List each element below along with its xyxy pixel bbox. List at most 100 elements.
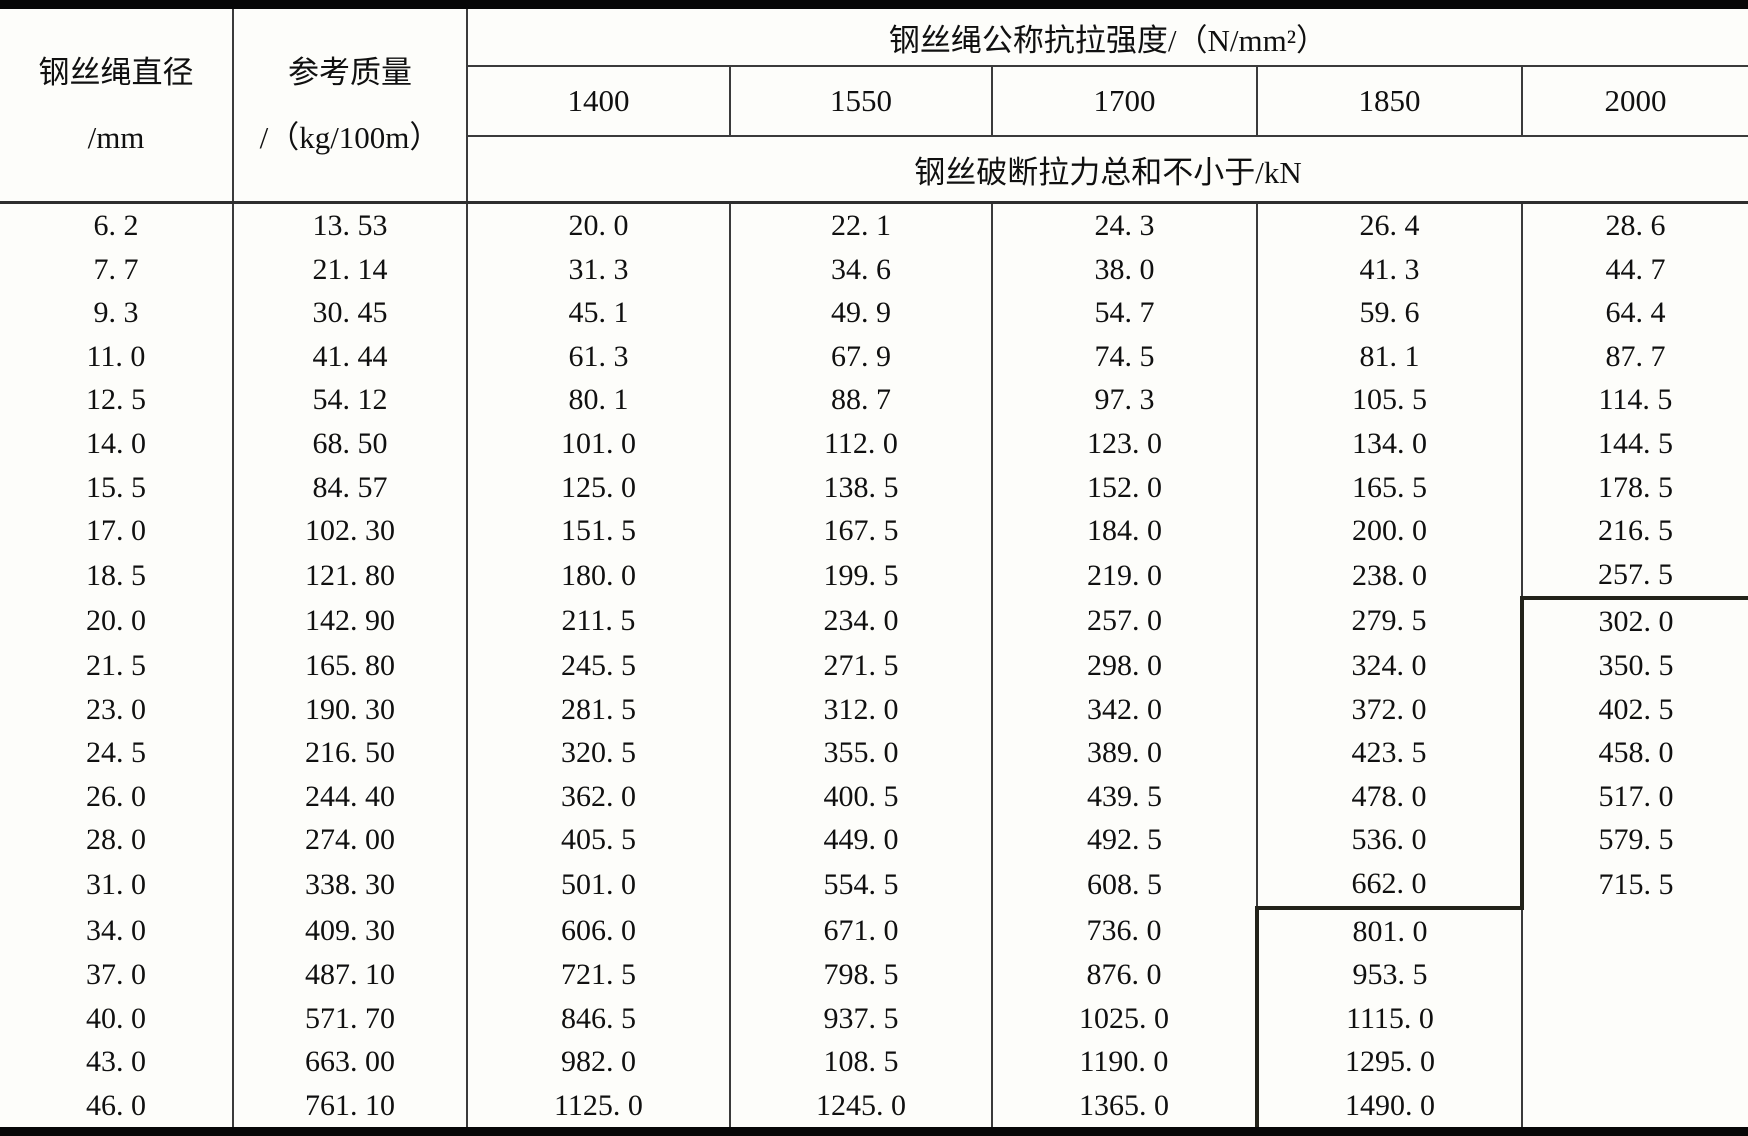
cell: 271. 5: [729, 643, 992, 688]
cell: 74. 5: [991, 334, 1257, 379]
cell: 876. 0: [991, 953, 1257, 997]
cell: 108. 5: [729, 1040, 992, 1084]
cell: 517. 0: [1520, 774, 1748, 819]
cell: 24. 3: [991, 202, 1257, 248]
cell: 298. 0: [991, 643, 1257, 688]
cell: 28. 6: [1521, 202, 1748, 248]
header-diameter-line2: /mm: [87, 120, 145, 155]
cell: 1490. 0: [1255, 1083, 1522, 1128]
cell: 257. 5: [1521, 552, 1748, 599]
cell: 6. 2: [93, 209, 139, 242]
cell: 13. 53: [232, 202, 467, 248]
cell: 180. 0: [466, 552, 730, 599]
cell: 152. 0: [991, 465, 1257, 510]
table-row: 17. 0 102. 30 151. 5 167. 5 184. 0 200. 0 216.…: [0, 509, 1748, 553]
cell: 798. 5: [729, 953, 992, 997]
cell: 1115. 0: [1255, 996, 1522, 1041]
cell: 190. 30: [232, 687, 467, 732]
cell: 238. 0: [1256, 552, 1522, 599]
cell: 536. 0: [1256, 818, 1522, 862]
cell: 41. 3: [1256, 247, 1522, 292]
cell: 953. 5: [1255, 953, 1522, 997]
cell: 46. 0: [86, 1088, 146, 1122]
cell: 134. 0: [1256, 421, 1522, 466]
cell: 721. 5: [466, 953, 730, 997]
cell: 37. 0: [86, 958, 146, 992]
cell: 17. 0: [86, 514, 146, 548]
cell: 59. 6: [1256, 291, 1522, 335]
cell: 38. 0: [991, 247, 1257, 292]
cell: 14. 0: [86, 426, 146, 460]
cell: 487. 10: [232, 953, 467, 997]
table-row: 12. 5 54. 12 80. 1 88. 7 97. 3 105. 5 114. 5: [0, 378, 1748, 422]
header-diameter: 钢丝绳直径 /mm: [0, 9, 234, 204]
cell: 26. 0: [86, 779, 146, 813]
cell: 43. 0: [86, 1045, 146, 1079]
cell: 492. 5: [991, 818, 1257, 862]
cell: 362. 0: [466, 774, 730, 819]
header-mass: 参考质量 /（kg/100m）: [233, 9, 468, 204]
cell: 579. 5: [1520, 818, 1748, 862]
table-row: 34. 0 409. 30 606. 0 671. 0 736. 0 801. 0: [0, 905, 1748, 954]
cell: [1521, 953, 1748, 997]
cell: 20. 0: [466, 202, 730, 248]
cell: 554. 5: [729, 861, 992, 908]
cell: 571. 70: [232, 996, 467, 1041]
wire-rope-strength-table: 钢丝绳直径 /mm 参考质量 /（kg/100m） 钢丝绳公称抗拉强度/（N/m…: [0, 9, 1748, 1128]
cell: [1521, 1040, 1748, 1084]
cell: 45. 1: [466, 291, 730, 335]
table-row: 7. 7 21. 14 31. 3 34. 6 38. 0 41. 3 44. 7: [0, 247, 1748, 292]
cell: 101. 0: [466, 421, 730, 466]
table-row: 18. 5 121. 80 180. 0 199. 5 219. 0 238. 0 257.…: [0, 552, 1748, 599]
cell: 372. 0: [1256, 687, 1522, 732]
cell: 49. 9: [729, 291, 992, 335]
cell: 87. 7: [1521, 334, 1748, 379]
table-row: 15. 5 84. 57 125. 0 138. 5 152. 0 165. 5 178. …: [0, 465, 1748, 510]
header-grade-1700: 1700: [991, 66, 1257, 137]
cell: 257. 0: [991, 598, 1257, 644]
cell: 30. 45: [232, 291, 467, 335]
cell: 402. 5: [1520, 687, 1748, 732]
table-row: 23. 0 190. 30 281. 5 312. 0 342. 0 372. 0 402.…: [0, 687, 1748, 732]
cell: 44. 7: [1521, 247, 1748, 292]
cell: 61. 3: [466, 334, 730, 379]
cell: 12. 5: [86, 383, 146, 417]
cell: 671. 0: [729, 907, 992, 954]
cell: 761. 10: [232, 1083, 467, 1128]
table-row: 21. 5 165. 80 245. 5 271. 5 298. 0 324. 0 350.…: [0, 643, 1748, 688]
cell: 67. 9: [729, 334, 992, 379]
cell: 7. 7: [93, 252, 139, 286]
cell: 405. 5: [466, 818, 730, 862]
cell: 937. 5: [729, 996, 992, 1041]
cell: 355. 0: [729, 731, 992, 775]
cell: 138. 5: [729, 465, 992, 510]
cell: 216. 5: [1521, 509, 1748, 553]
cell: 281. 5: [466, 687, 730, 732]
cell: [1521, 996, 1748, 1041]
cell: 736. 0: [991, 907, 1257, 954]
header-row-title: 钢丝绳直径 /mm 参考质量 /（kg/100m） 钢丝绳公称抗拉强度/（N/m…: [0, 9, 1748, 204]
cell: 501. 0: [466, 861, 730, 908]
cell: 31. 0: [86, 867, 146, 901]
header-mass-line1: 参考质量: [288, 55, 412, 90]
cell: 165. 80: [232, 643, 467, 688]
table-row: 6. 2 13. 53 20. 0 22. 1 24. 3 26. 4 28. 6: [0, 202, 1748, 248]
cell: 178. 5: [1521, 465, 1748, 510]
header-row-grades: 1400 1550 1700 1850 2000: [0, 66, 1748, 137]
cell: 80. 1: [466, 378, 730, 422]
cell: 478. 0: [1256, 774, 1522, 819]
header-mass-line2: /（kg/100m）: [259, 120, 441, 155]
cell: 34. 0: [86, 913, 146, 947]
header-strength-title: 钢丝绳公称抗拉强度/（N/mm²）: [467, 9, 1748, 67]
cell: 423. 5: [1256, 731, 1522, 775]
cell: 21. 5: [86, 648, 146, 682]
cell: 606. 0: [466, 907, 730, 954]
cell: 279. 5: [1256, 598, 1522, 644]
cell: 15. 5: [86, 470, 146, 504]
cell: 88. 7: [729, 378, 992, 422]
cell: [1521, 1083, 1748, 1128]
table-row: 14. 0 68. 50 101. 0 112. 0 123. 0 134. 0 144. …: [0, 421, 1748, 466]
table-row: 28. 0 274. 00 405. 5 449. 0 492. 5 536. 0 579.…: [0, 818, 1748, 862]
